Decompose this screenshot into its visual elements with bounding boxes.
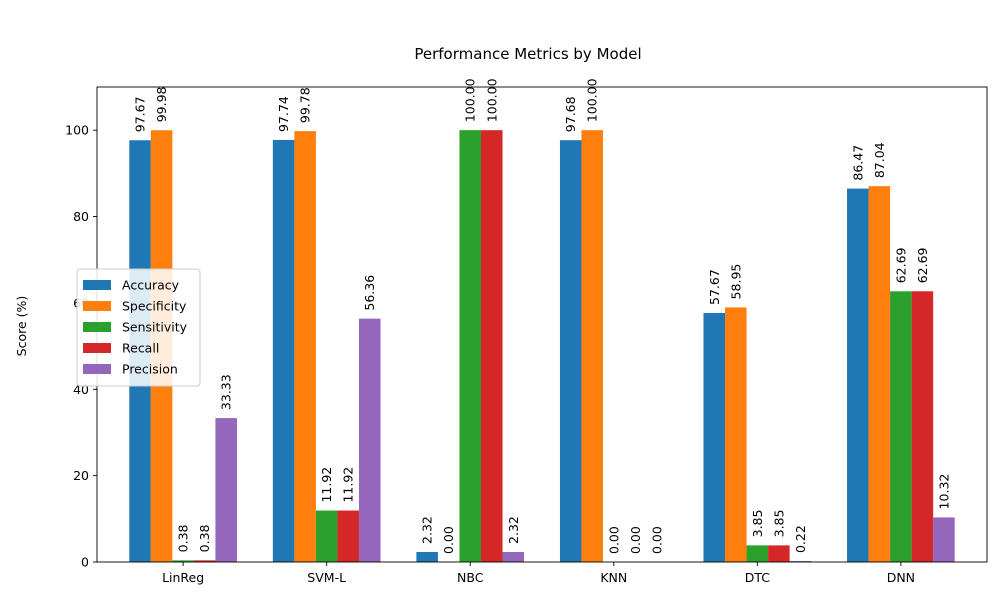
bar-precision-dtc [789,561,812,562]
data-label: 99.98 [154,86,169,122]
data-label: 62.69 [893,247,908,283]
data-label: 11.92 [341,467,356,503]
data-label: 86.47 [850,145,865,181]
legend-label-sensitivity: Sensitivity [122,320,188,335]
data-label: 58.95 [728,264,743,300]
bar-sensitivity-nbc [459,130,481,562]
bars-group [129,130,955,563]
bar-recall-svm-l [337,510,359,562]
x-tick-label: LinReg [162,570,204,585]
data-label: 3.85 [771,510,786,538]
data-label: 0.00 [628,526,643,554]
data-label: 97.67 [133,96,148,132]
data-label: 62.69 [915,247,930,283]
bar-recall-nbc [480,130,503,562]
data-label: 0.22 [793,525,808,553]
bar-specificity-knn [581,130,604,562]
bar-accuracy-knn [559,140,582,562]
y-tick-label: 80 [73,209,89,224]
bar-recall-linreg [193,560,216,562]
legend-box [76,268,201,387]
data-label: 99.78 [298,87,313,123]
legend-swatch-precision [83,364,111,374]
data-label: 0.00 [649,526,664,554]
data-label: 97.74 [276,96,291,132]
legend-label-recall: Recall [122,341,159,356]
x-tick-label: KNN [600,570,627,585]
data-label: 56.36 [362,275,377,311]
bar-sensitivity-dnn [890,291,912,562]
x-tick-label: DTC [745,570,771,585]
data-label: 100.00 [463,78,478,122]
bar-precision-dnn [933,517,955,562]
bar-accuracy-dtc [703,312,726,562]
bar-sensitivity-linreg [172,560,194,562]
data-label: 11.92 [319,467,334,503]
data-label: 2.32 [506,516,521,544]
y-tick-label: 100 [65,123,89,138]
data-label: 10.32 [936,474,951,510]
bar-sensitivity-dtc [746,545,769,563]
data-label: 3.85 [750,510,765,538]
data-label: 0.38 [176,524,191,552]
data-label: 57.67 [707,269,722,305]
legend-label-precision: Precision [122,362,178,377]
bar-sensitivity-svm-l [315,510,338,562]
bar-specificity-dtc [725,307,747,562]
bar-accuracy-dnn [847,188,869,563]
legend-label-accuracy: Accuracy [122,278,180,293]
x-tick-label: SVM-L [307,570,346,585]
data-label: 97.68 [563,96,578,132]
bar-accuracy-nbc [416,551,438,562]
bar-precision-nbc [502,551,525,562]
bar-specificity-svm-l [294,131,316,562]
legend-swatch-accuracy [83,280,111,290]
bar-accuracy-svm-l [272,139,295,562]
legend: Accuracy Specificity Sensitivity Recall Prec… [76,268,201,387]
chart-title: Performance Metrics by Model [414,45,641,63]
data-label: 0.00 [441,526,456,554]
bar-precision-svm-l [358,318,381,562]
legend-swatch-specificity [83,301,111,311]
data-label: 0.38 [197,524,212,552]
data-label: 33.33 [219,374,234,410]
x-tick-label: DNN [887,570,915,585]
bar-recall-dtc [768,545,790,563]
legend-label-specificity: Specificity [122,299,187,314]
bar-recall-dnn [911,291,934,562]
data-label: 0.00 [606,526,621,554]
bar-specificity-dnn [868,186,891,562]
data-label: 100.00 [484,78,499,122]
bar-precision-linreg [215,418,237,562]
y-axis-label: Score (%) [14,296,29,357]
legend-swatch-recall [83,343,111,353]
x-tick-label: NBC [457,570,484,585]
legend-swatch-sensitivity [83,322,111,332]
data-label: 100.00 [585,78,600,122]
y-tick-label: 20 [73,468,89,483]
data-labels-group: 97.67 97.74 2.32 97.68 57.67 86.47 99.98 99.78 0… [133,78,952,554]
data-label: 87.04 [872,142,887,178]
data-label: 2.32 [420,516,435,544]
y-tick-label: 0 [81,555,89,570]
